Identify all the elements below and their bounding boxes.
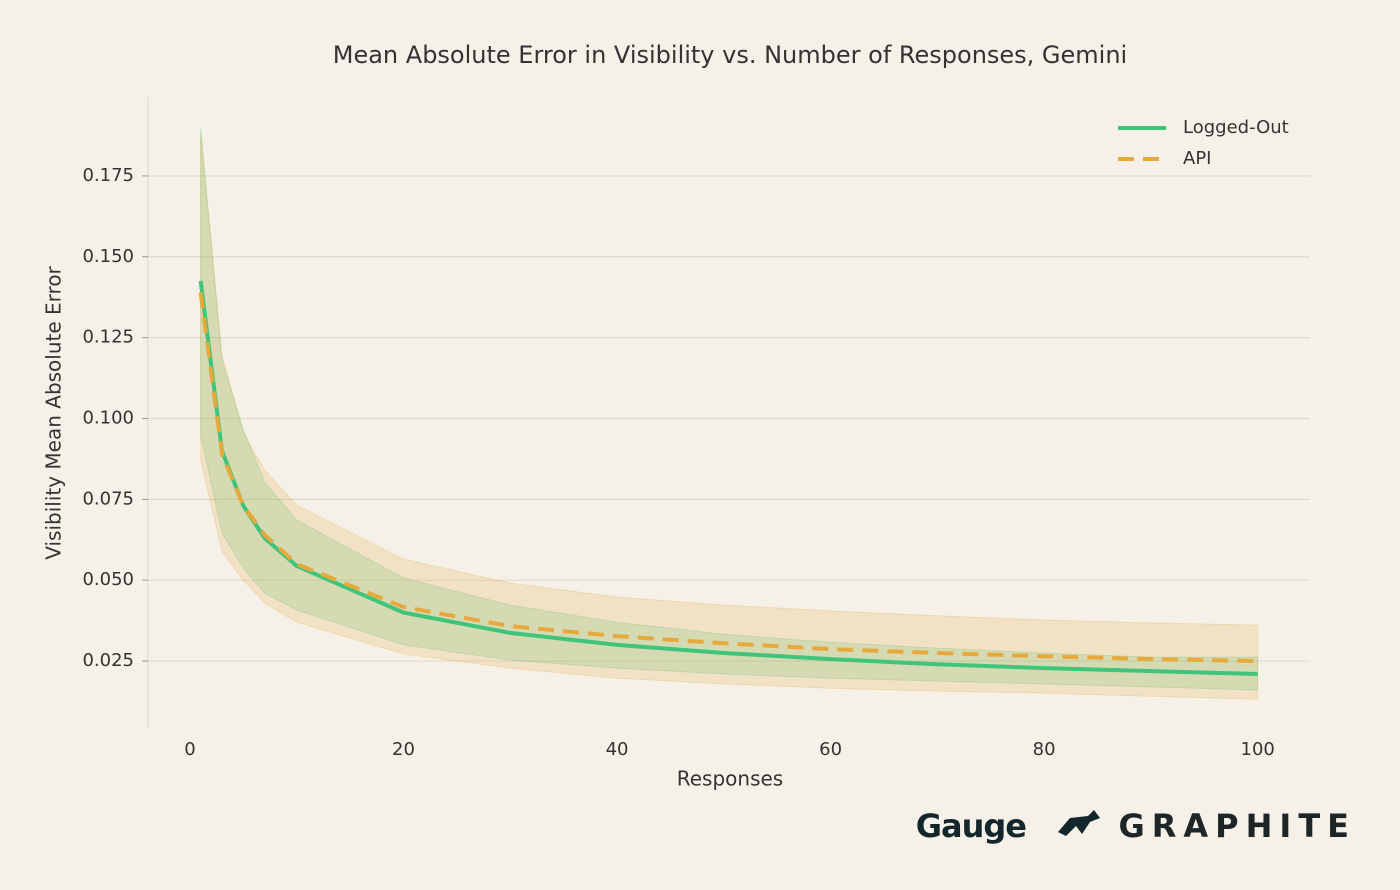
x-tick-label: 40 (606, 739, 629, 760)
x-axis-label: Responses (677, 767, 783, 791)
y-tick-label: 0.125 (82, 327, 134, 348)
x-tick-label: 0 (184, 739, 195, 760)
logo-graphite: GRAPHITE (1119, 807, 1357, 845)
x-tick-label: 80 (1033, 739, 1056, 760)
x-tick-label: 100 (1241, 739, 1275, 760)
confidence-band (200, 128, 1259, 691)
y-tick-label: 0.175 (82, 165, 134, 186)
y-tick-label: 0.100 (82, 407, 134, 428)
confidence-band (200, 133, 1259, 700)
x-tick-label: 60 (819, 739, 842, 760)
plot-area: 0.025 0.050 0.075 0.100 0.125 0.150 0.175 0 20 40… (82, 117, 1310, 760)
legend-label: API (1183, 148, 1211, 169)
y-axis-label: Visibility Mean Absolute Error (42, 265, 66, 559)
y-tick-label: 0.025 (82, 650, 134, 671)
y-tick-label: 0.050 (82, 569, 134, 590)
y-tick-label: 0.075 (82, 488, 134, 509)
logo-gauge: Gauge (916, 807, 1027, 845)
series-line (198, 292, 1258, 664)
legend-label: Logged-Out (1183, 117, 1289, 138)
y-tick-label: 0.150 (82, 246, 134, 267)
x-tick-label: 20 (392, 739, 415, 760)
logo-icon (1058, 810, 1100, 836)
chart-title: Mean Absolute Error in Visibility vs. Nu… (333, 41, 1127, 69)
